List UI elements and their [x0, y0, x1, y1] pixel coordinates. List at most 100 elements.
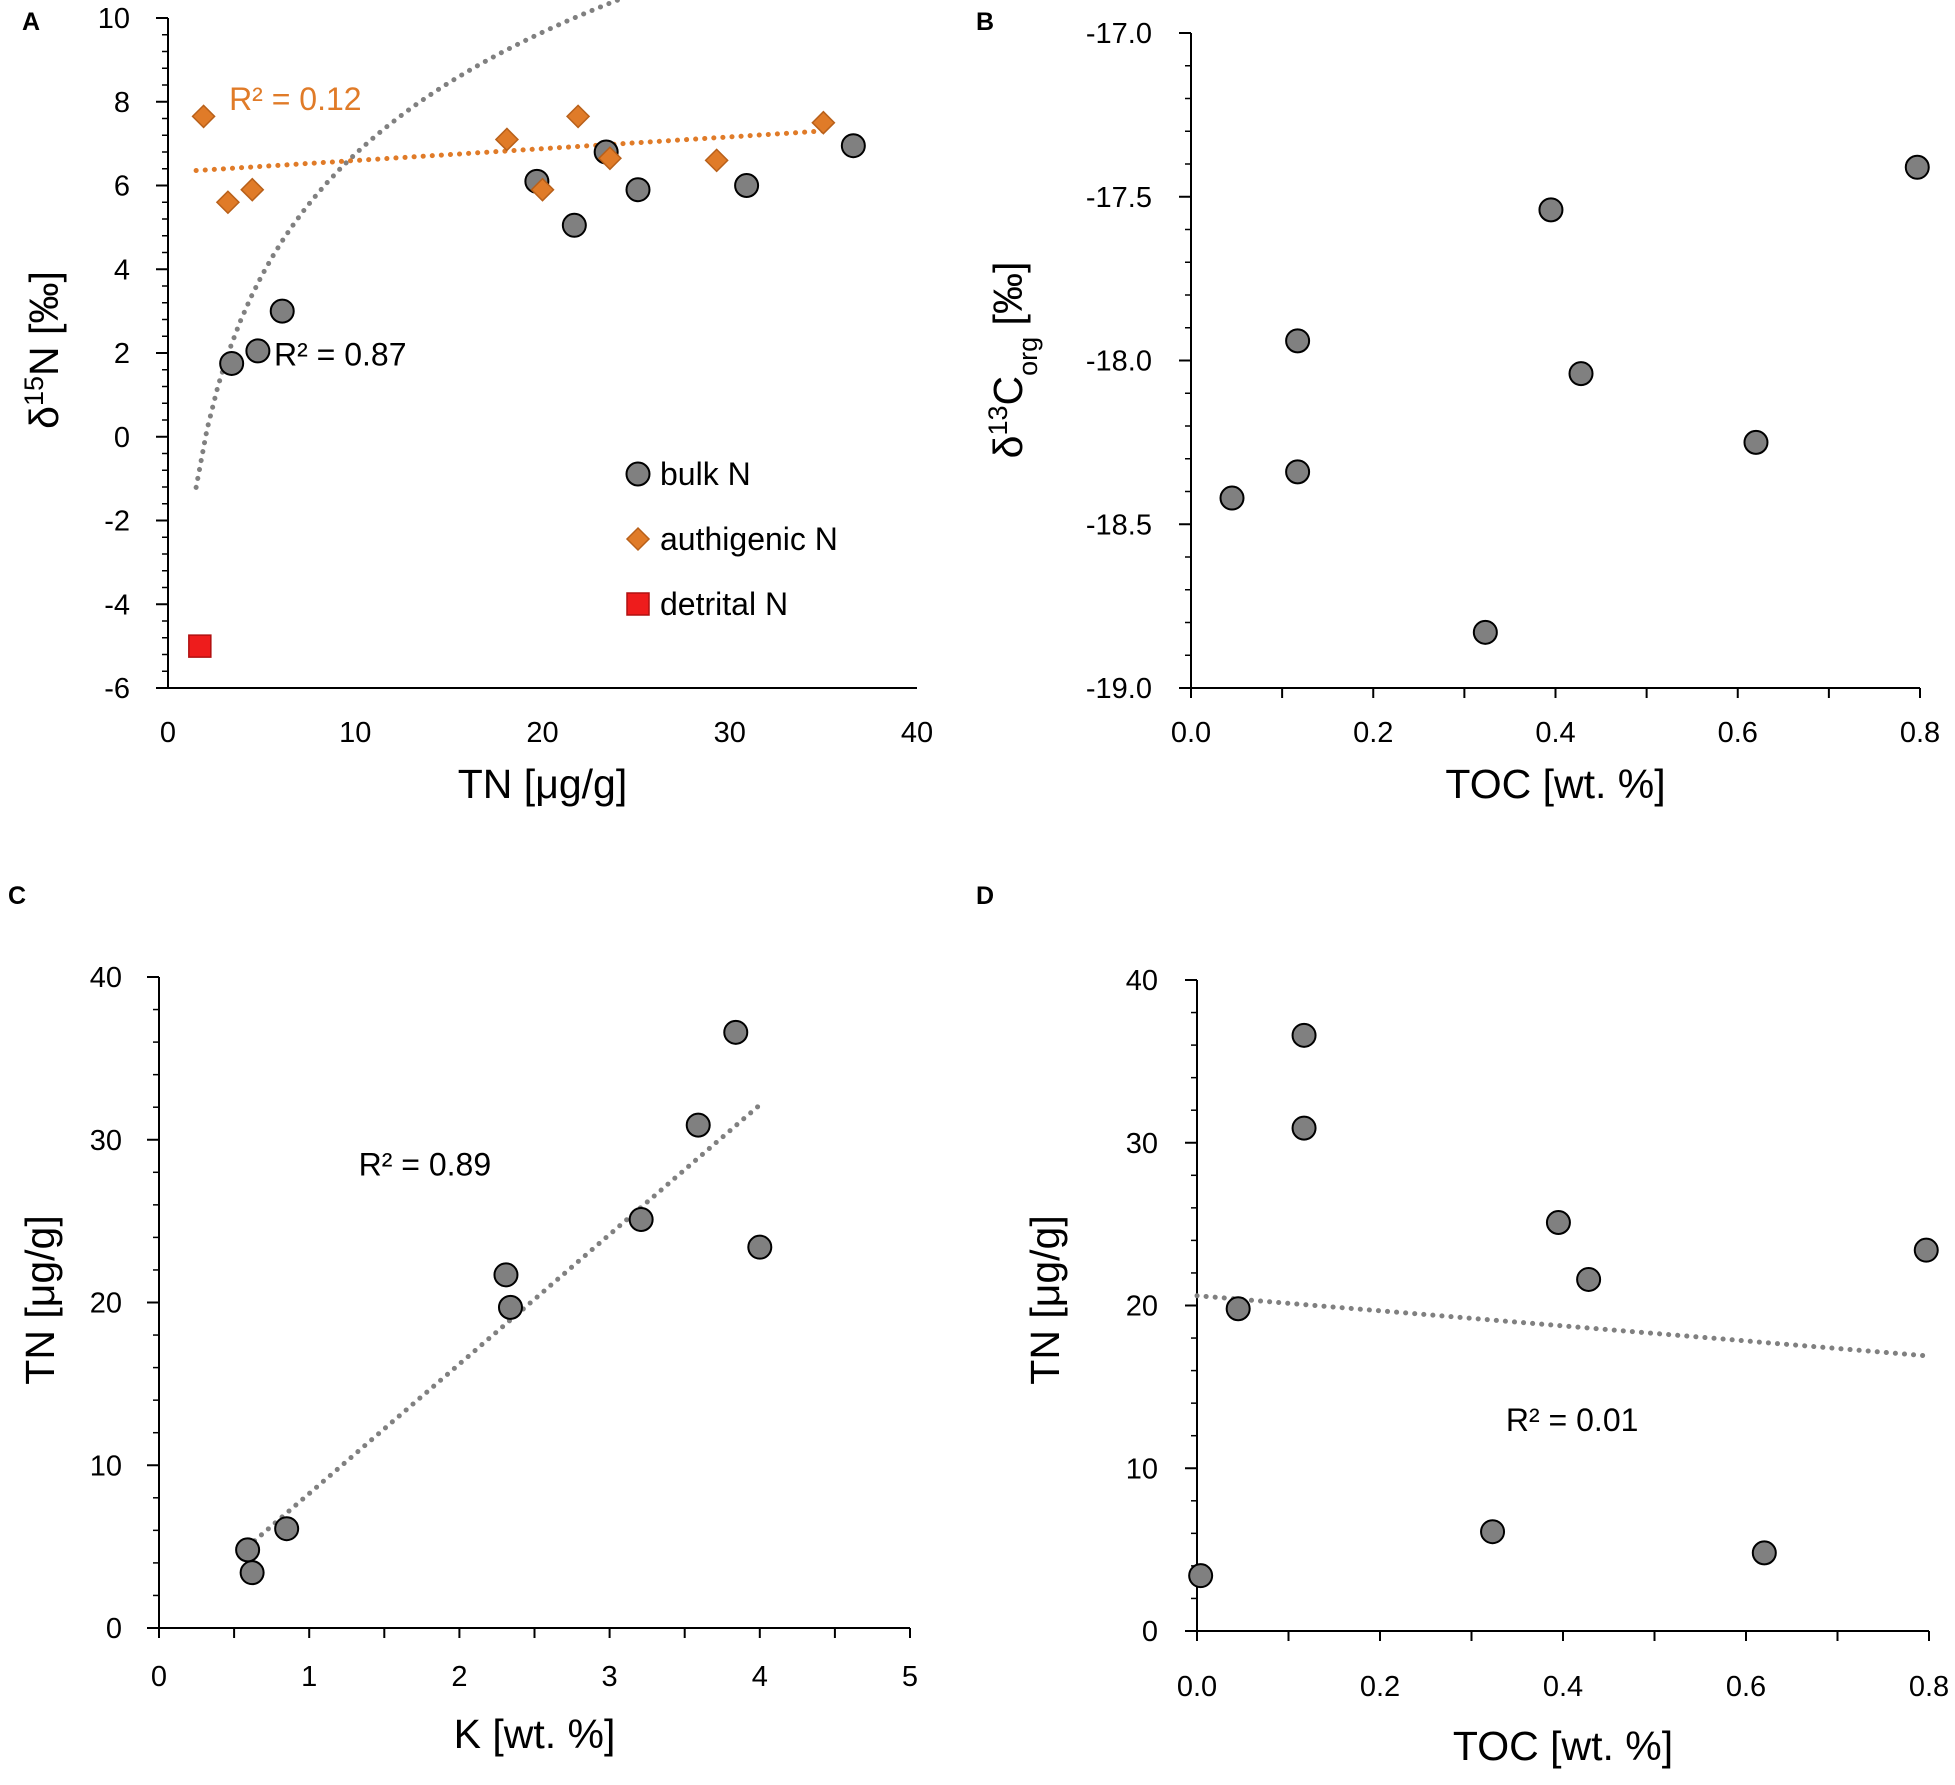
data-point	[191, 104, 216, 129]
x-tick-label: 0.4	[1543, 1671, 1583, 1703]
data-point	[747, 1234, 773, 1260]
y-tick-label: 2	[114, 338, 130, 370]
y-axis-label-main: C	[985, 376, 1031, 406]
y-tick-label: -17.5	[1086, 182, 1152, 214]
data-point	[1743, 429, 1769, 455]
y-axis-label-sup: 13	[983, 405, 1013, 435]
y-axis-label-suffix: [‰]	[985, 262, 1031, 337]
data-point	[245, 338, 271, 364]
data-point	[1219, 485, 1245, 511]
x-tick-label: 2	[451, 1661, 467, 1693]
series-samples	[1219, 154, 1930, 645]
y-tick-label: -2	[104, 506, 130, 538]
y-axis-label-main: TN [μg/g]	[17, 1215, 63, 1384]
data-point	[811, 110, 836, 135]
x-tick-label: 30	[714, 717, 746, 749]
data-point	[1480, 1519, 1506, 1545]
panel-label: B	[976, 8, 994, 36]
x-axis-label: TN [μg/g]	[458, 761, 627, 807]
y-tick-label: 10	[98, 3, 130, 35]
data-point	[530, 177, 555, 202]
x-axis-label: TOC [wt. %]	[1445, 761, 1665, 807]
y-axis-label: TN [μg/g]	[1022, 1215, 1068, 1384]
x-tick-label: 0.0	[1171, 717, 1211, 749]
trendline-label-2: R² = 0.12	[229, 81, 362, 117]
x-axis-label: K [wt. %]	[454, 1711, 616, 1757]
x-tick-label: 0.8	[1900, 717, 1940, 749]
data-point	[1472, 619, 1498, 645]
legend-label: authigenic N	[660, 521, 838, 557]
y-tick-label: 40	[90, 962, 122, 994]
x-tick-label: 10	[339, 717, 371, 749]
legend-marker	[625, 526, 651, 552]
x-tick-label: 40	[901, 717, 933, 749]
y-axis-label-prefix: δ	[21, 406, 67, 429]
x-tick-label: 1	[301, 1661, 317, 1693]
y-tick-label: -19.0	[1086, 673, 1152, 705]
y-tick-label: -4	[104, 589, 130, 621]
legend: bulk N authigenic N detrital N	[625, 456, 838, 622]
data-point	[274, 1516, 300, 1542]
series-detrital-n	[188, 634, 212, 658]
x-tick-label: 0.2	[1353, 717, 1393, 749]
panel-b: B -19.0 -18.5 -18.0 -17.5 -17.0 0.0 0.2 0.4 0.6 0.…	[976, 8, 1940, 807]
y-axis-label-prefix: δ	[985, 436, 1031, 459]
y-tick-label: 0	[114, 422, 130, 454]
legend-label: detrital N	[660, 586, 788, 622]
x-tick-label: 0	[151, 1661, 167, 1693]
data-point	[625, 177, 651, 203]
data-point	[1291, 1022, 1317, 1048]
y-axis-label-main: N [‰]	[21, 271, 67, 376]
panel-label: C	[8, 882, 26, 910]
y-tick-label: -18.5	[1086, 509, 1152, 541]
panel-a: A -6 -4 -2 0 2 4 6 8 10 0 10 20 30 40 TN [μg/g] δ15N [‰]…	[19, 0, 933, 807]
x-tick-label: 0	[160, 717, 176, 749]
y-tick-label: -17.0	[1086, 18, 1152, 50]
y-axis-label: δ13Corg [‰]	[983, 262, 1043, 459]
data-point	[561, 212, 587, 238]
data-point	[219, 350, 245, 376]
y-tick-label: 20	[90, 1288, 122, 1320]
data-point	[723, 1019, 749, 1045]
trendline-label-1: R² = 0.89	[359, 1147, 492, 1183]
y-tick-label: -6	[104, 673, 130, 705]
x-tick-label: 3	[602, 1661, 618, 1693]
data-point	[734, 173, 760, 198]
legend-label: bulk N	[660, 456, 751, 492]
y-axis-label-sub: org	[1013, 337, 1043, 376]
y-tick-label: 20	[1126, 1291, 1158, 1323]
data-point	[685, 1112, 711, 1138]
data-point	[1576, 1266, 1602, 1292]
data-point	[1913, 1237, 1939, 1263]
y-tick-label: 0	[106, 1613, 122, 1645]
series-authigenic-n	[191, 104, 836, 215]
data-point	[239, 1560, 265, 1586]
y-tick-label: 10	[90, 1450, 122, 1482]
series-samples	[235, 1019, 773, 1586]
data-point	[1285, 459, 1311, 485]
y-tick-label: 30	[1126, 1128, 1158, 1160]
trendline-1	[193, 0, 625, 490]
data-point	[628, 1206, 654, 1232]
data-point	[1568, 361, 1594, 387]
y-axis-label: δ15N [‰]	[19, 271, 67, 429]
series-bulk-n	[219, 133, 866, 376]
x-tick-label: 0.8	[1909, 1671, 1949, 1703]
y-tick-label: 10	[1126, 1453, 1158, 1485]
data-point	[497, 1294, 523, 1320]
x-tick-label: 0.4	[1535, 717, 1575, 749]
panel-d: D 0 10 20 30 40 0.0 0.2 0.4 0.6 0.8 TOC [wt. %] TN […	[976, 882, 1949, 1769]
x-tick-label: 0.6	[1726, 1671, 1766, 1703]
x-tick-label: 0.0	[1177, 1671, 1217, 1703]
trendline-label-1: R² = 0.01	[1506, 1402, 1639, 1438]
x-axis-label: TOC [wt. %]	[1453, 1723, 1673, 1769]
x-tick-label: 0.6	[1718, 717, 1758, 749]
y-tick-label: -18.0	[1086, 346, 1152, 378]
data-point	[269, 298, 295, 324]
x-tick-label: 20	[526, 717, 558, 749]
panel-c: C 0 10 20 30 40 0 1 2 3 4 5 K [wt. %] TN [μg/g] R² = 0…	[8, 882, 918, 1757]
trendline-1	[245, 1102, 763, 1550]
y-tick-label: 40	[1126, 965, 1158, 997]
y-tick-label: 8	[114, 87, 130, 119]
